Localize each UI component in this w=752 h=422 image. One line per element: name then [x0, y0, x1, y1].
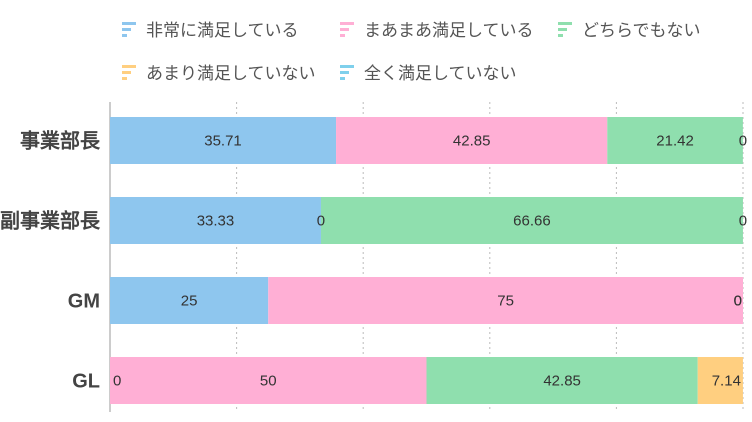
data-label: 42.85 — [543, 373, 581, 390]
category-label: GL — [72, 371, 100, 393]
data-label: 42.85 — [453, 133, 491, 150]
legend-item[interactable]: 全く満足していない — [340, 64, 517, 83]
legend-label: 全く満足していない — [364, 64, 517, 83]
legend-label: まあまあ満足している — [364, 21, 534, 40]
category-label: 副事業部長 — [0, 209, 101, 233]
bars-icon — [340, 22, 354, 37]
bar-segment[interactable] — [320, 197, 743, 244]
category-label: 事業部長 — [20, 129, 101, 153]
data-label: 0 — [317, 213, 325, 230]
data-label: 75 — [497, 293, 514, 310]
legend-item[interactable]: どちらでもない — [558, 21, 701, 40]
bar-segment[interactable] — [110, 117, 337, 164]
data-label: 0 — [739, 213, 747, 230]
legend-label: 非常に満足している — [146, 21, 299, 40]
legend-label: どちらでもない — [582, 21, 701, 40]
bar-segment[interactable] — [426, 357, 698, 404]
bar-segment[interactable] — [268, 277, 743, 324]
bar-segment[interactable] — [697, 357, 743, 404]
data-label: 33.33 — [197, 213, 235, 230]
bars-icon — [558, 22, 572, 37]
bar-segment[interactable] — [607, 117, 743, 164]
legend-item[interactable]: 非常に満足している — [122, 21, 299, 40]
bar-segment[interactable] — [110, 277, 269, 324]
bars-icon — [122, 65, 136, 80]
data-label: 50 — [260, 373, 277, 390]
category-label: GM — [68, 291, 100, 313]
data-label: 0 — [734, 293, 742, 310]
data-label: 25 — [181, 293, 198, 310]
bar-segment[interactable] — [110, 197, 321, 244]
legend-item[interactable]: まあまあ満足している — [340, 21, 534, 40]
bar-segment[interactable] — [110, 357, 427, 404]
legend-label: あまり満足していない — [146, 64, 316, 83]
data-labels: 35.71 42.85 21.42 033.33 0 66.66 025 75 000 50 42.… — [113, 133, 747, 390]
data-label: 35.71 — [204, 133, 242, 150]
data-label: 66.66 — [513, 213, 551, 230]
bars-icon — [340, 65, 354, 80]
bars — [110, 117, 743, 404]
legend-item[interactable]: あまり満足していない — [122, 64, 316, 83]
bar-segment[interactable] — [336, 117, 608, 164]
data-label: 0 — [739, 133, 747, 150]
data-label: 7.14 — [712, 373, 741, 390]
data-label: 0 — [734, 293, 742, 310]
data-label: 21.42 — [656, 133, 694, 150]
data-label: 0 — [113, 373, 121, 390]
bars-icon — [122, 22, 136, 37]
